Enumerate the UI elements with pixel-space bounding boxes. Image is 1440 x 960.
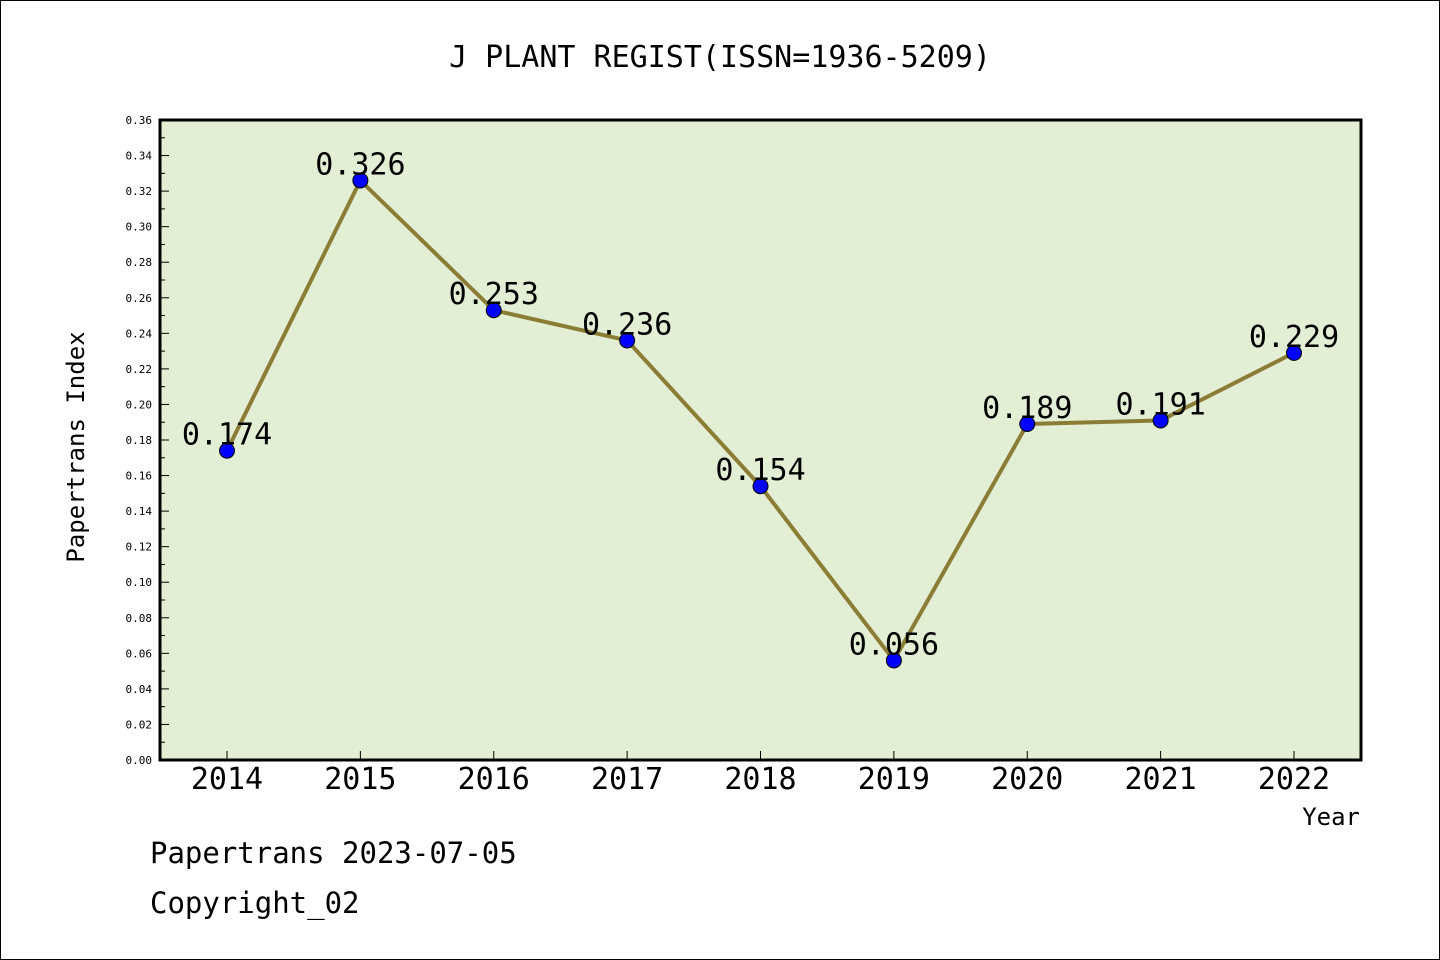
x-tick-label: 2016 bbox=[458, 762, 530, 797]
plot-area bbox=[158, 118, 1363, 762]
x-tick-label: 2019 bbox=[858, 762, 930, 797]
y-tick-label: 0.32 bbox=[126, 185, 153, 198]
data-label: 0.191 bbox=[1115, 387, 1205, 422]
x-tick-label: 2017 bbox=[591, 762, 663, 797]
data-point bbox=[619, 332, 636, 349]
x-axis-label: Year bbox=[1302, 803, 1360, 831]
data-label: 0.174 bbox=[182, 418, 272, 453]
x-tick-label: 2020 bbox=[991, 762, 1063, 797]
y-tick-label: 0.08 bbox=[126, 612, 153, 625]
x-tick-label: 2018 bbox=[724, 762, 796, 797]
y-tick-label: 0.04 bbox=[126, 683, 153, 696]
y-tick-label: 0.02 bbox=[126, 718, 153, 731]
y-tick-label: 0.00 bbox=[126, 754, 153, 767]
data-point bbox=[1019, 416, 1036, 432]
x-axis-ticks: 2014 2015 2016 2017 2018 2019 2020 2021 2022 bbox=[191, 751, 1330, 797]
data-label: 0.326 bbox=[315, 147, 405, 182]
data-label: 0.229 bbox=[1249, 320, 1339, 355]
y-tick-label: 0.26 bbox=[126, 292, 153, 305]
y-tick-label: 0.14 bbox=[126, 505, 153, 518]
data-point bbox=[219, 442, 235, 459]
x-tick-label: 2022 bbox=[1258, 762, 1330, 797]
y-tick-label: 0.28 bbox=[126, 256, 153, 269]
y-tick-label: 0.12 bbox=[126, 541, 153, 554]
x-tick-label: 2014 bbox=[191, 762, 263, 797]
footer-copyright: Copyright_02 bbox=[150, 886, 360, 920]
data-labels: 0.174 0.326 0.253 0.236 0.154 0.056 0.189 0.191… bbox=[182, 147, 1339, 662]
y-tick-label: 0.30 bbox=[126, 221, 153, 234]
data-label: 0.236 bbox=[582, 307, 672, 342]
data-point bbox=[885, 652, 902, 669]
data-label: 0.154 bbox=[715, 453, 805, 488]
data-point bbox=[752, 478, 769, 495]
x-tick-label: 2015 bbox=[324, 762, 396, 797]
y-tick-label: 0.24 bbox=[126, 327, 153, 340]
data-point bbox=[1286, 344, 1302, 361]
y-tick-label: 0.22 bbox=[126, 363, 153, 376]
y-tick-label: 0.20 bbox=[126, 398, 153, 411]
y-tick-label: 0.06 bbox=[126, 647, 153, 660]
y-axis-ticks: 0.00 0.02 0.04 0.06 0.08 0.10 0.12 0.14 0.16 0.18… bbox=[126, 114, 169, 767]
data-label: 0.056 bbox=[849, 627, 939, 662]
data-label: 0.253 bbox=[449, 277, 539, 312]
y-axis-label: Papertrans Index bbox=[62, 331, 90, 562]
chart-title: J PLANT REGIST(ISSN=1936-5209) bbox=[449, 40, 991, 75]
y-tick-label: 0.36 bbox=[126, 114, 153, 127]
y-tick-label: 0.18 bbox=[126, 434, 153, 447]
data-points bbox=[219, 172, 1302, 669]
footer-date: Papertrans 2023-07-05 bbox=[150, 836, 517, 870]
data-label: 0.189 bbox=[982, 391, 1072, 426]
data-point bbox=[352, 172, 369, 189]
data-point bbox=[485, 302, 502, 319]
data-point bbox=[1152, 412, 1169, 429]
y-tick-label: 0.16 bbox=[126, 470, 153, 483]
x-tick-label: 2021 bbox=[1125, 762, 1197, 797]
y-tick-label: 0.10 bbox=[126, 576, 153, 589]
y-tick-label: 0.34 bbox=[126, 150, 153, 163]
